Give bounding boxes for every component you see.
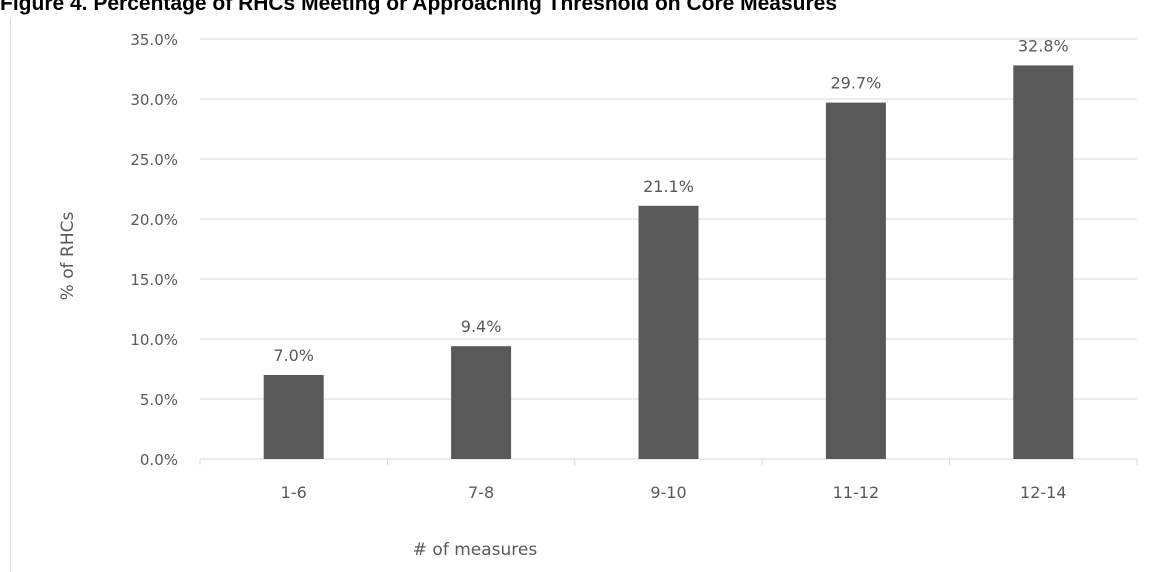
data-label: 29.7% <box>830 74 881 93</box>
bar <box>1013 65 1074 460</box>
data-labels: 7.0% 9.4% 21.1% 29.7% 32.8% <box>273 36 1068 365</box>
data-label: 9.4% <box>461 317 502 336</box>
y-tick-label: 20.0% <box>130 211 178 229</box>
x-axis-title: # of measures <box>413 540 538 560</box>
x-tick-label: 9-10 <box>650 483 686 502</box>
y-axis-tick-labels: 0.0% 5.0% 10.0% 15.0% 20.0% 25.0% 30.0% 35.0% <box>130 31 178 469</box>
x-tick-label: 12-14 <box>1020 483 1067 502</box>
y-tick-label: 15.0% <box>130 271 178 289</box>
bar <box>638 205 699 459</box>
y-tick-label: 0.0% <box>140 451 178 469</box>
x-tick-label: 1-6 <box>281 483 307 502</box>
bar <box>451 346 512 459</box>
y-tick-label: 35.0% <box>130 31 178 49</box>
data-label: 7.0% <box>273 346 314 365</box>
data-label: 21.1% <box>643 177 694 196</box>
bar <box>263 375 324 459</box>
chart-frame <box>10 18 1151 572</box>
y-tick-label: 30.0% <box>130 91 178 109</box>
bars <box>263 65 1074 460</box>
data-label: 32.8% <box>1018 36 1069 55</box>
y-axis-title: % of RHCs <box>58 212 78 301</box>
y-tick-label: 25.0% <box>130 151 178 169</box>
figure-title: Figure 4. Percentage of RHCs Meeting or … <box>0 0 838 15</box>
x-tick-label: 7-8 <box>468 483 494 502</box>
x-tick-label: 11-12 <box>833 483 880 502</box>
x-axis-tick-labels: 1-6 7-8 9-10 11-12 12-14 <box>281 483 1067 502</box>
y-tick-label: 10.0% <box>130 331 178 349</box>
y-tick-label: 5.0% <box>140 391 178 409</box>
bar <box>825 102 886 459</box>
